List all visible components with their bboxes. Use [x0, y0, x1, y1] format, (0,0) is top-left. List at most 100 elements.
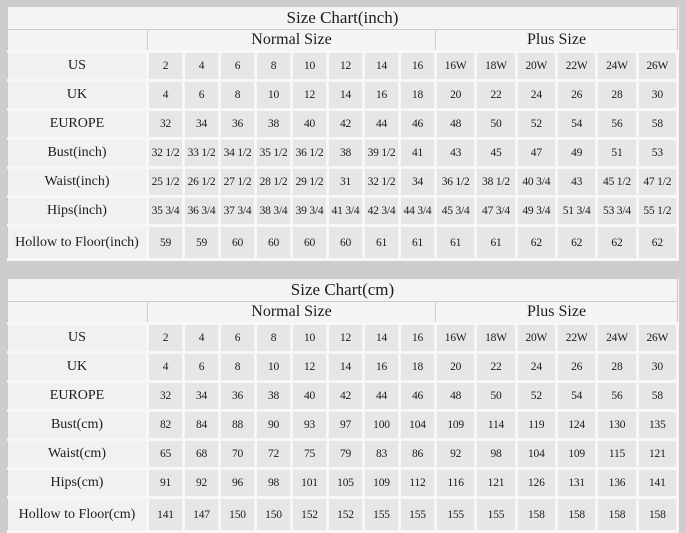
size-cell: 8 — [254, 50, 293, 82]
size-cell: 109 — [554, 438, 599, 470]
size-cell: 50 — [474, 380, 518, 412]
row-label: US — [7, 50, 149, 82]
row-label: Hips(cm) — [7, 467, 149, 499]
size-cell: 79 — [326, 438, 365, 470]
size-cell: 38 — [254, 380, 293, 412]
size-cell: 93 — [290, 409, 329, 441]
size-cell: 34 — [182, 108, 221, 140]
size-cell: 40 3/4 — [514, 166, 558, 198]
size-cell: 22 — [474, 351, 518, 383]
column-group-header: Normal Size — [147, 29, 436, 52]
size-cell: 158 — [595, 496, 639, 533]
size-cell: 45 — [474, 137, 518, 169]
size-cell: 20 — [433, 351, 478, 383]
size-cell: 47 1/2 — [635, 166, 680, 198]
size-cell: 24W — [595, 50, 639, 82]
row-label: US — [7, 322, 149, 354]
size-cell: 6 — [182, 79, 221, 111]
size-cell: 49 — [554, 137, 599, 169]
table-title: Size Chart(cm) — [7, 278, 678, 302]
size-cell: 45 3/4 — [433, 195, 478, 227]
size-cell: 20W — [514, 322, 558, 354]
size-row: Hips(inch) 35 3/4 36 3/4 37 3/4 38 3/4 39 3/4… — [7, 195, 680, 227]
size-cell: 104 — [398, 409, 437, 441]
size-cell: 65 — [146, 438, 185, 470]
size-row: Hips(cm) 91 92 96 98 101 105 109 112 116 121 126 131… — [7, 467, 680, 499]
size-cell: 104 — [514, 438, 558, 470]
size-rows: US 2 4 6 8 10 12 14 16 16W 18W 20W 22W 24W 26W UK 4 6 8 10 1… — [7, 50, 680, 261]
size-cell: 158 — [635, 496, 680, 533]
size-cell: 155 — [398, 496, 437, 533]
size-cell: 26 — [554, 351, 599, 383]
size-cell: 32 1/2 — [146, 137, 185, 169]
size-cell: 152 — [290, 496, 329, 533]
row-label: Bust(cm) — [7, 409, 149, 441]
size-rows: US 2 4 6 8 10 12 14 16 16W 18W 20W 22W 24W 26W UK 4 6 8 10 1… — [7, 322, 680, 533]
size-cell: 20 — [433, 79, 478, 111]
size-cell: 88 — [218, 409, 257, 441]
size-cell: 10 — [290, 322, 329, 354]
size-cell: 12 — [326, 50, 365, 82]
size-cell: 2 — [146, 322, 185, 354]
column-group-row: Normal Size Plus Size — [7, 29, 678, 52]
size-cell: 54 — [554, 108, 599, 140]
size-cell: 16 — [362, 351, 401, 383]
size-cell: 91 — [146, 467, 185, 499]
size-cell: 48 — [433, 108, 478, 140]
size-cell: 150 — [254, 496, 293, 533]
size-cell: 14 — [362, 50, 401, 82]
size-cell: 62 — [595, 224, 639, 261]
size-cell: 54 — [554, 380, 599, 412]
size-cell: 12 — [290, 79, 329, 111]
size-cell: 34 — [182, 380, 221, 412]
size-cell: 42 3/4 — [362, 195, 401, 227]
size-cell: 72 — [254, 438, 293, 470]
table-title: Size Chart(inch) — [7, 6, 678, 30]
size-cell: 44 — [362, 108, 401, 140]
size-cell: 16W — [433, 50, 478, 82]
size-cell: 50 — [474, 108, 518, 140]
size-cell: 59 — [182, 224, 221, 261]
size-cell: 155 — [362, 496, 401, 533]
size-row: Hollow to Floor(inch) 59 59 60 60 60 60 61 61 61 6… — [7, 224, 680, 261]
size-cell: 30 — [635, 79, 680, 111]
size-cell: 26 1/2 — [182, 166, 221, 198]
size-cell: 34 — [398, 166, 437, 198]
size-row: US 2 4 6 8 10 12 14 16 16W 18W 20W 22W 24W 26W — [7, 50, 680, 82]
size-cell: 52 — [514, 380, 558, 412]
size-cell: 61 — [433, 224, 478, 261]
size-cell: 62 — [635, 224, 680, 261]
row-label: Hollow to Floor(inch) — [7, 224, 149, 261]
size-cell: 147 — [182, 496, 221, 533]
size-cell: 38 1/2 — [474, 166, 518, 198]
size-cell: 27 1/2 — [218, 166, 257, 198]
size-cell: 56 — [595, 108, 639, 140]
size-cell: 8 — [218, 79, 257, 111]
size-cell: 14 — [362, 322, 401, 354]
size-cell: 100 — [362, 409, 401, 441]
size-cell: 18W — [474, 50, 518, 82]
size-cell: 49 3/4 — [514, 195, 558, 227]
size-cell: 112 — [398, 467, 437, 499]
size-cell: 62 — [514, 224, 558, 261]
size-cell: 60 — [218, 224, 257, 261]
size-cell: 4 — [182, 322, 221, 354]
row-label: Waist(cm) — [7, 438, 149, 470]
size-chart-cm-block: Size Chart(cm) Normal Size Plus Size US 2 4… — [7, 278, 680, 533]
row-label: EUROPE — [7, 380, 149, 412]
size-cell: 8 — [254, 322, 293, 354]
row-label: Bust(inch) — [7, 137, 149, 169]
size-row: EUROPE 32 34 36 38 40 42 44 46 48 50 52 54 56 58 — [7, 108, 680, 140]
size-cell: 18 — [398, 351, 437, 383]
size-cell: 40 — [290, 108, 329, 140]
size-cell: 62 — [554, 224, 599, 261]
size-cell: 39 1/2 — [362, 137, 401, 169]
size-cell: 20W — [514, 50, 558, 82]
size-cell: 10 — [254, 79, 293, 111]
size-cell: 84 — [182, 409, 221, 441]
size-cell: 105 — [326, 467, 365, 499]
size-cell: 47 — [514, 137, 558, 169]
size-cell: 32 — [146, 380, 185, 412]
size-cell: 98 — [254, 467, 293, 499]
